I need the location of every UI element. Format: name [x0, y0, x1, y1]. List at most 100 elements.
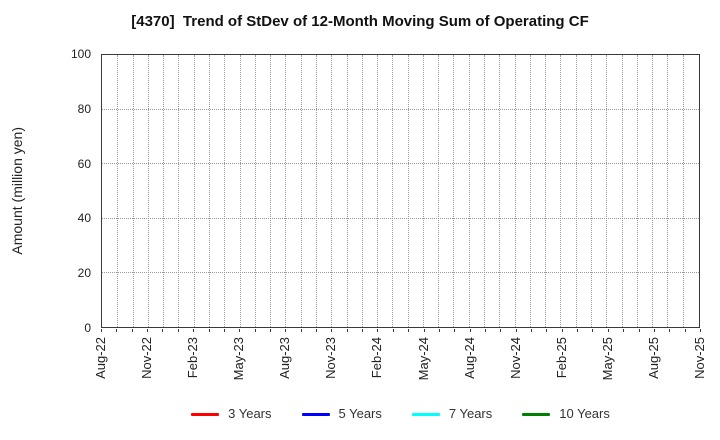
grid-vline [621, 55, 623, 327]
x-tick-mark [331, 329, 333, 332]
x-tick-label: Aug-23 [277, 337, 293, 379]
grid-vline [591, 55, 593, 327]
x-tick-label: Nov-23 [323, 337, 339, 379]
grid-vline [438, 55, 440, 327]
y-tick-label: 0 [84, 321, 91, 335]
grid-vline [392, 55, 394, 327]
grid-vline [606, 55, 608, 327]
x-tick-mark [484, 329, 486, 332]
x-tick-label: Nov-25 [692, 337, 707, 379]
x-tick-label: Aug-25 [645, 337, 661, 379]
y-axis-label: Amount (million yen) [9, 127, 25, 255]
legend: 3 Years 5 Years 7 Years 10 Years [101, 403, 700, 425]
grid-vline [468, 55, 470, 327]
x-tick-mark [638, 329, 640, 332]
x-tick-mark [193, 329, 195, 332]
legend-label: 7 Years [448, 406, 493, 421]
grid-vline [361, 55, 363, 327]
x-tick-mark [116, 329, 118, 332]
grid-hline [102, 271, 699, 273]
grid-hline [102, 109, 699, 111]
grid-vline [346, 55, 348, 327]
grid-vline [315, 55, 317, 327]
x-tick-mark [653, 329, 655, 332]
grid-vline [270, 55, 272, 327]
legend-item: 7 Years [411, 406, 493, 422]
x-tick-label: Aug-22 [93, 337, 108, 379]
grid-vline [652, 55, 654, 327]
x-tick-mark [561, 329, 563, 332]
grid-vline [254, 55, 256, 327]
x-tick-mark [623, 329, 625, 332]
x-tick-mark [254, 329, 256, 332]
legend-line-swatch [191, 412, 220, 416]
x-tick-mark [684, 329, 686, 332]
grid-vline [239, 55, 241, 327]
x-tick-mark [700, 329, 701, 332]
x-tick-mark [101, 329, 102, 332]
legend-line-swatch [411, 412, 440, 416]
grid-vline [529, 55, 531, 327]
legend-item: 10 Years [522, 406, 610, 422]
x-tick-mark [607, 329, 609, 332]
x-tick-label: May-24 [415, 337, 431, 381]
y-axis-label-container: Amount (million yen) [9, 54, 25, 328]
x-tick-mark [392, 329, 394, 332]
grid-vline [422, 55, 424, 327]
x-tick-mark [531, 329, 533, 332]
grid-vline [560, 55, 562, 327]
x-tick-label: May-23 [231, 337, 247, 381]
x-tick-mark [577, 329, 579, 332]
y-tick-label: 40 [77, 211, 91, 226]
grid-vline [499, 55, 501, 327]
grid-vline [682, 55, 684, 327]
x-tick-mark [223, 329, 225, 332]
grid-vline [224, 55, 226, 327]
x-tick-mark [269, 329, 271, 332]
x-tick-mark [546, 329, 548, 332]
grid-hline [102, 163, 699, 165]
legend-item: 5 Years [301, 406, 382, 422]
x-tick-mark [669, 329, 671, 332]
grid-vline [453, 55, 455, 327]
x-tick-mark [423, 329, 425, 332]
x-tick-mark [208, 329, 210, 332]
plot-area [101, 54, 700, 328]
x-tick-mark [147, 329, 149, 332]
grid-vline [377, 55, 379, 327]
y-tick-label: 80 [77, 101, 91, 116]
x-tick-mark [438, 329, 440, 332]
x-tick-mark [177, 329, 179, 332]
x-tick-mark [162, 329, 164, 332]
x-tick-mark [592, 329, 594, 332]
grid-vline [407, 55, 409, 327]
grid-vline [667, 55, 669, 327]
grid-hline [102, 217, 699, 219]
grid-vline [514, 55, 516, 327]
legend-label: 10 Years [559, 406, 610, 421]
x-tick-label: Nov-22 [139, 337, 155, 379]
grid-vline [147, 55, 149, 327]
grid-vline [132, 55, 134, 327]
x-tick-mark [469, 329, 471, 332]
legend-item: 3 Years [191, 406, 272, 422]
legend-label: 3 Years [228, 406, 272, 421]
grid-vline [484, 55, 486, 327]
x-tick-mark [131, 329, 133, 332]
grid-vline [163, 55, 165, 327]
x-tick-mark [377, 329, 379, 332]
grid-vline [208, 55, 210, 327]
y-tick-label: 100 [70, 47, 91, 61]
x-tick-label: May-25 [599, 337, 615, 381]
x-tick-label: Feb-23 [185, 337, 201, 379]
x-tick-mark [285, 329, 287, 332]
grid-vline [178, 55, 180, 327]
x-tick-mark [300, 329, 302, 332]
grid-vline [331, 55, 333, 327]
grid-vline [545, 55, 547, 327]
legend-label: 5 Years [338, 406, 382, 421]
x-tick-label: Aug-24 [461, 337, 477, 379]
x-tick-mark [239, 329, 241, 332]
legend-line-swatch [522, 412, 551, 416]
